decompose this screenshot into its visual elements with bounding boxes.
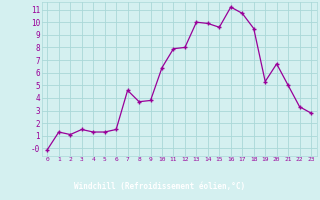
Text: Windchill (Refroidissement éolien,°C): Windchill (Refroidissement éolien,°C) bbox=[75, 182, 245, 192]
